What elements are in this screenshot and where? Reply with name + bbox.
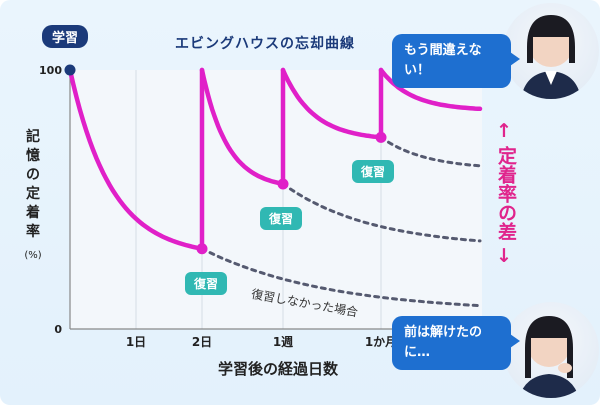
no-review-curve: [281, 182, 482, 243]
y-axis-unit: (%): [24, 250, 42, 261]
x-tick-label: 1日: [126, 335, 146, 349]
x-axis-label: 学習後の経過日数: [218, 360, 339, 378]
worried-student-icon: [519, 316, 579, 398]
retention-difference-label: 定着率の差: [495, 146, 517, 241]
review-label-2: 復習: [260, 207, 303, 230]
review-label-1: 復習: [185, 272, 228, 295]
no-review-curve: [200, 247, 482, 308]
smiling-student-icon: [521, 15, 581, 99]
retention-difference: ↑ 定着率の差 ↓: [493, 118, 517, 269]
arrow-up-icon: ↑: [496, 120, 512, 142]
x-tick-label: 1週: [273, 334, 293, 349]
study-start-badge: 学習: [42, 25, 89, 48]
x-tick-label: 1か月: [365, 335, 397, 349]
start-point: [64, 64, 76, 76]
review-point: [277, 178, 289, 190]
arrow-down-icon: ↓: [496, 245, 512, 267]
plot-area: [70, 70, 482, 329]
speech-bubble-worried: 前は解けたのに…: [392, 316, 520, 370]
y-axis-label: 記憶の定着率 (%): [22, 128, 44, 265]
review-curve: [280, 67, 384, 140]
y-axis-label-text: 記憶の定着率: [26, 129, 40, 240]
no-review-curve: [379, 135, 482, 168]
chart-title: エビングハウスの忘却曲線: [175, 36, 355, 52]
smiling-student-photo: [503, 3, 599, 99]
y-tick-label: 0: [54, 323, 62, 336]
review-label-3: 復習: [352, 160, 395, 183]
review-point: [196, 243, 208, 255]
worried-student-photo: [503, 302, 599, 398]
review-point: [375, 131, 387, 143]
speech-bubble-confident: もう間違えない！: [392, 34, 520, 88]
review-curve: [67, 67, 205, 251]
y-tick-label: 100: [39, 64, 62, 77]
review-curve: [199, 67, 286, 187]
x-tick-label: 2日: [192, 335, 212, 349]
